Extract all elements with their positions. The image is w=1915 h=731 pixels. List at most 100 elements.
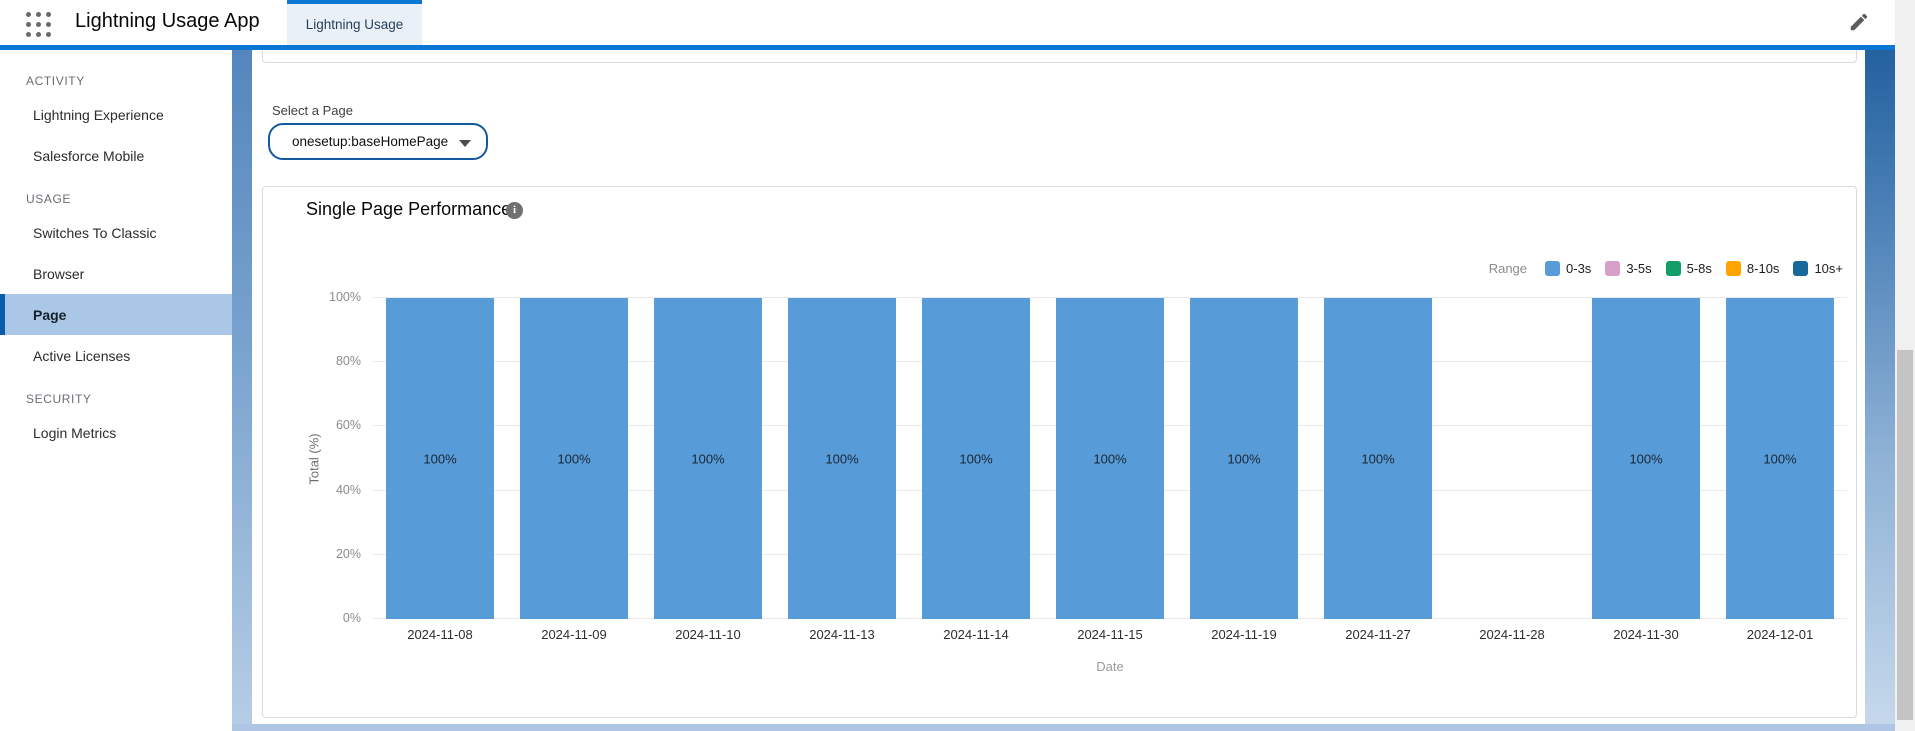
sidebar-item-browser[interactable]: Browser bbox=[33, 265, 85, 282]
bar-segment-0-3s[interactable]: 100% bbox=[654, 298, 762, 619]
single-page-performance-card: Single Page Performance Range 0-3s 3-5s 5-… bbox=[262, 186, 1857, 718]
sidebar-item-lightning-experience[interactable]: Lightning Experience bbox=[33, 106, 164, 123]
bar-value-label: 100% bbox=[1361, 451, 1395, 466]
x-tick-label: 2024-11-13 bbox=[809, 627, 875, 642]
bar-segment-0-3s[interactable]: 100% bbox=[1592, 298, 1700, 619]
plot-area: Total (%) 100% 100% 100% 100% 100% 100% 100% 10… bbox=[307, 290, 1847, 674]
caret-down-icon bbox=[459, 140, 471, 147]
bar-column: 100% bbox=[1177, 298, 1311, 619]
legend-label: 3-5s bbox=[1626, 261, 1652, 276]
x-tick-label: 2024-11-28 bbox=[1479, 627, 1545, 642]
bar-value-label: 100% bbox=[825, 451, 859, 466]
x-tick-label: 2024-11-19 bbox=[1211, 627, 1277, 642]
legend-label: 8-10s bbox=[1746, 261, 1780, 276]
y-tick-label: 60% bbox=[335, 418, 361, 433]
pencil-icon[interactable] bbox=[1848, 11, 1870, 33]
x-tick-label: 2024-11-15 bbox=[1077, 627, 1143, 642]
info-circle-icon[interactable] bbox=[506, 202, 523, 219]
x-tick-label: 2024-11-30 bbox=[1613, 627, 1679, 642]
bar-segment-0-3s[interactable]: 100% bbox=[1324, 298, 1432, 619]
legend-label: 0-3s bbox=[1566, 261, 1592, 276]
bar-value-label: 100% bbox=[557, 451, 591, 466]
x-axis-title: Date bbox=[1096, 659, 1124, 674]
legend-item-5-8s[interactable]: 5-8s bbox=[1665, 261, 1712, 276]
x-tick-label: 2024-12-01 bbox=[1746, 627, 1814, 642]
y-tick-label: 80% bbox=[335, 354, 361, 369]
legend-swatch-icon bbox=[1665, 261, 1681, 276]
bar-column: 100% bbox=[641, 298, 775, 619]
scrolled-card-bottom bbox=[262, 50, 1857, 63]
legend-swatch-icon bbox=[1545, 261, 1561, 276]
scrollbar-thumb[interactable] bbox=[1897, 350, 1913, 720]
y-tick-label: 100% bbox=[329, 290, 361, 304]
bar-column: 100% bbox=[1713, 298, 1847, 619]
app-header: Lightning Usage App Lightning Usage bbox=[0, 0, 1915, 50]
legend-item-0-3s[interactable]: 0-3s bbox=[1545, 261, 1591, 276]
bar-column: 100% bbox=[909, 298, 1043, 619]
background-decoration-left bbox=[232, 50, 252, 731]
bar-column: 100% bbox=[1311, 298, 1445, 619]
bar-column: 100% bbox=[775, 298, 909, 619]
gridline bbox=[373, 297, 1847, 298]
bar-segment-0-3s[interactable]: 100% bbox=[520, 298, 628, 619]
x-tick-label: 2024-11-10 bbox=[675, 627, 741, 642]
bar-value-label: 100% bbox=[1227, 451, 1261, 466]
bar-value-label: 100% bbox=[423, 451, 457, 466]
bar-segment-0-3s[interactable]: 100% bbox=[1056, 298, 1164, 619]
background-decoration-right bbox=[1865, 50, 1895, 731]
bar-value-label: 100% bbox=[959, 451, 993, 466]
sidebar-item-page[interactable]: Page bbox=[0, 294, 232, 335]
bar-column: 100% bbox=[507, 298, 641, 619]
legend-label: 5-8s bbox=[1686, 261, 1712, 276]
card-title: Single Page Performance bbox=[306, 199, 512, 219]
bar-segment-0-3s[interactable]: 100% bbox=[1726, 298, 1834, 619]
background-decoration-bottom bbox=[232, 724, 1895, 731]
y-tick-label: 0% bbox=[342, 611, 361, 625]
bar-segment-0-3s[interactable]: 100% bbox=[922, 298, 1030, 619]
sidebar-item-switches-to-classic[interactable]: Switches To Classic bbox=[33, 224, 157, 241]
bar-value-label: 100% bbox=[691, 451, 725, 466]
legend-item-8-10s[interactable]: 8-10s bbox=[1725, 261, 1780, 276]
scrollbar[interactable] bbox=[1895, 0, 1915, 731]
bar-column bbox=[1445, 298, 1579, 619]
app-title: Lightning Usage App bbox=[75, 10, 260, 32]
bar-column: 100% bbox=[1579, 298, 1713, 619]
tab-lightning-usage[interactable]: Lightning Usage bbox=[287, 0, 422, 45]
bar-value-label: 100% bbox=[1093, 451, 1127, 466]
y-tick-label: 40% bbox=[335, 482, 361, 497]
bar-segment-0-3s[interactable]: 100% bbox=[386, 298, 494, 619]
x-tick-label: 2024-11-27 bbox=[1345, 627, 1411, 642]
legend-swatch-icon bbox=[1725, 261, 1741, 276]
nav-section-title: USAGE bbox=[26, 192, 72, 206]
bar-value-label: 100% bbox=[1629, 451, 1663, 466]
y-tick-label: 20% bbox=[335, 546, 361, 561]
sidebar-item-active-licenses[interactable]: Active Licenses bbox=[33, 347, 131, 364]
chart-legend-items: 0-3s 3-5s 5-8s 8-10s 10s+ bbox=[1545, 261, 1843, 276]
page-select-value: onesetup:baseHomePage bbox=[292, 134, 449, 149]
nav-section-title: SECURITY bbox=[26, 392, 92, 406]
sidebar-item-salesforce-mobile[interactable]: Salesforce Mobile bbox=[33, 147, 145, 164]
sidebar-nav: ACTIVITY Lightning Experience Salesforce M… bbox=[0, 50, 232, 731]
legend-title: Range bbox=[1488, 261, 1528, 276]
page-select-dropdown[interactable]: onesetup:baseHomePage bbox=[268, 123, 488, 160]
x-tick-label: 2024-11-09 bbox=[541, 627, 607, 642]
nav-section-title: ACTIVITY bbox=[26, 74, 85, 88]
bar-segment-0-3s[interactable]: 100% bbox=[1190, 298, 1298, 619]
legend-item-3-5s[interactable]: 3-5s bbox=[1605, 261, 1652, 276]
app-launcher-icon[interactable] bbox=[26, 12, 52, 38]
bar-column: 100% bbox=[1043, 298, 1177, 619]
legend-swatch-icon bbox=[1793, 261, 1809, 276]
y-axis-title: Total (%) bbox=[306, 432, 322, 485]
legend-swatch-icon bbox=[1605, 261, 1621, 276]
chart-legend: Range 0-3s 3-5s 5-8s 8-10s 10s+ bbox=[1489, 261, 1843, 276]
x-labels-row: 2024-11-08 2024-11-09 2024-11-10 2024-11-13… bbox=[373, 627, 1847, 642]
bar-segment-0-3s[interactable]: 100% bbox=[788, 298, 896, 619]
bars-row: 100% 100% 100% 100% 100% 100% 100% 100% 100% 100% bbox=[373, 298, 1847, 619]
legend-label: 10s+ bbox=[1814, 261, 1843, 276]
x-tick-label: 2024-11-08 bbox=[407, 627, 473, 642]
legend-item-10s+[interactable]: 10s+ bbox=[1793, 261, 1843, 276]
page-select-label: Select a Page bbox=[272, 103, 353, 118]
bar-value-label: 100% bbox=[1763, 451, 1797, 466]
bar-column: 100% bbox=[373, 298, 507, 619]
sidebar-item-login-metrics[interactable]: Login Metrics bbox=[33, 424, 117, 441]
